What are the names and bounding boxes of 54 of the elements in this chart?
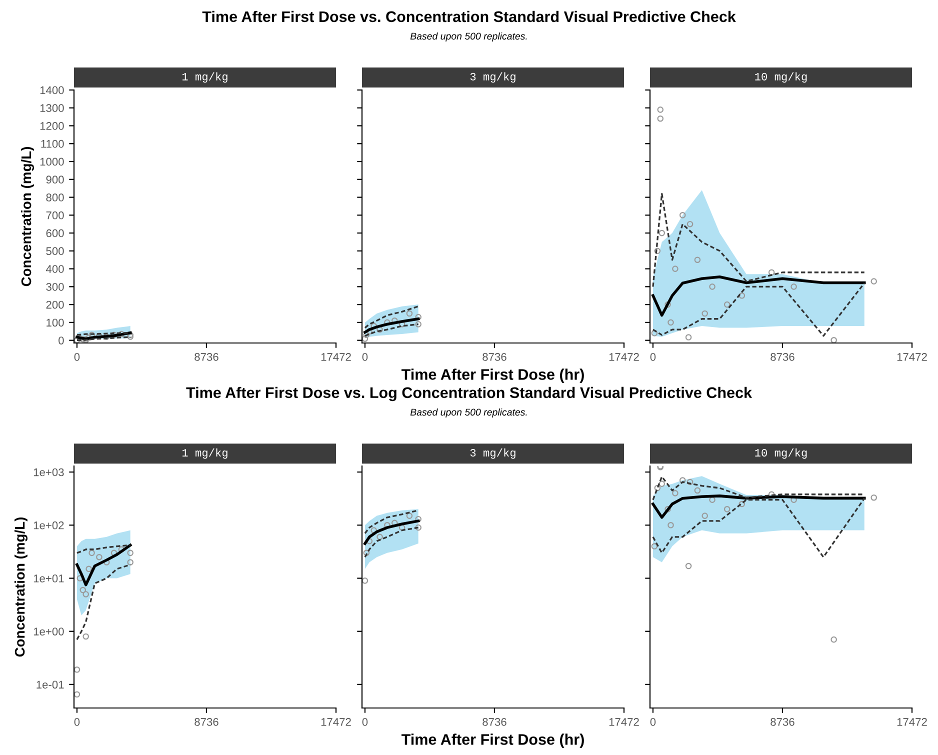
y-tick-label: 1400 (40, 86, 64, 94)
text: Based upon 500 replicates. (410, 32, 527, 42)
chart-title: 10 mg/kg (755, 448, 807, 459)
y-tick-label: 800 (46, 194, 64, 202)
y-tick-label: 0 (58, 336, 64, 344)
x-tick-label: 17472 (321, 718, 351, 726)
y-tick-label: 1e+02 (34, 521, 64, 530)
chart-title: 10 mg/kg (755, 72, 807, 83)
text: Time After First Dose vs. Log Concentration Standard Visual Predictive Check (186, 386, 752, 402)
y-tick-label: 100 (46, 318, 64, 327)
x-tick-label: 17472 (609, 718, 639, 726)
x-tick-label: 8736 (194, 718, 218, 726)
x-tick-label: 8736 (482, 353, 506, 361)
x-tick-label: 17472 (897, 353, 927, 361)
y-tick-label: 1000 (40, 158, 64, 166)
chart-title: 3 mg/kg (470, 448, 516, 459)
text: Based upon 500 replicates. (410, 408, 527, 418)
x-tick-label: 0 (650, 718, 656, 726)
y-tick-label: 1100 (41, 140, 64, 148)
text: Time After First Dose vs. Concentration Standard Visual Predictive Check (202, 10, 736, 22)
y-tick-label: 700 (46, 211, 64, 220)
line-series (76, 544, 132, 554)
x-tick-label: 17472 (609, 353, 639, 361)
y-tick-label: 900 (46, 176, 64, 184)
y-tick-label: 1300 (40, 104, 64, 112)
y-tick-label: 500 (46, 247, 64, 256)
x-tick-label: 0 (650, 353, 656, 361)
chart-title: 1 mg/kg (182, 448, 228, 459)
y-tick-label: 400 (46, 265, 64, 273)
x-tick-label: 8736 (194, 353, 218, 361)
x-tick-label: 0 (74, 718, 80, 726)
y-tick-label: 1e-01 (36, 680, 64, 689)
y-tick-label: 200 (46, 300, 64, 309)
x-tick-label: 17472 (897, 718, 927, 726)
y-axis-title: Concentration (mg/L) (14, 517, 28, 657)
x-tick-label: 8736 (770, 353, 794, 361)
y-tick-label: 1200 (40, 122, 64, 130)
x-tick-label: 0 (362, 718, 368, 726)
chart-title: 3 mg/kg (470, 72, 516, 83)
y-tick-label: 1e+01 (34, 574, 64, 582)
chart-title: 1 mg/kg (182, 72, 228, 83)
y-tick-label: 1e+03 (34, 468, 64, 476)
y-axis-title: Concentration (mg/L) (21, 146, 34, 286)
x-tick-label: 8736 (482, 718, 506, 726)
line-series (76, 564, 132, 640)
x-axis-title: Time After First Dose (hr) (401, 368, 584, 383)
x-axis-title: Time After First Dose (hr) (401, 734, 584, 748)
x-tick-label: 0 (362, 353, 368, 361)
x-tick-label: 8736 (770, 718, 794, 726)
x-tick-label: 0 (74, 353, 80, 361)
y-tick-label: 300 (46, 282, 64, 291)
y-tick-label: 600 (46, 229, 64, 238)
y-tick-label: 1e+00 (34, 628, 64, 636)
x-tick-label: 17472 (321, 353, 351, 361)
